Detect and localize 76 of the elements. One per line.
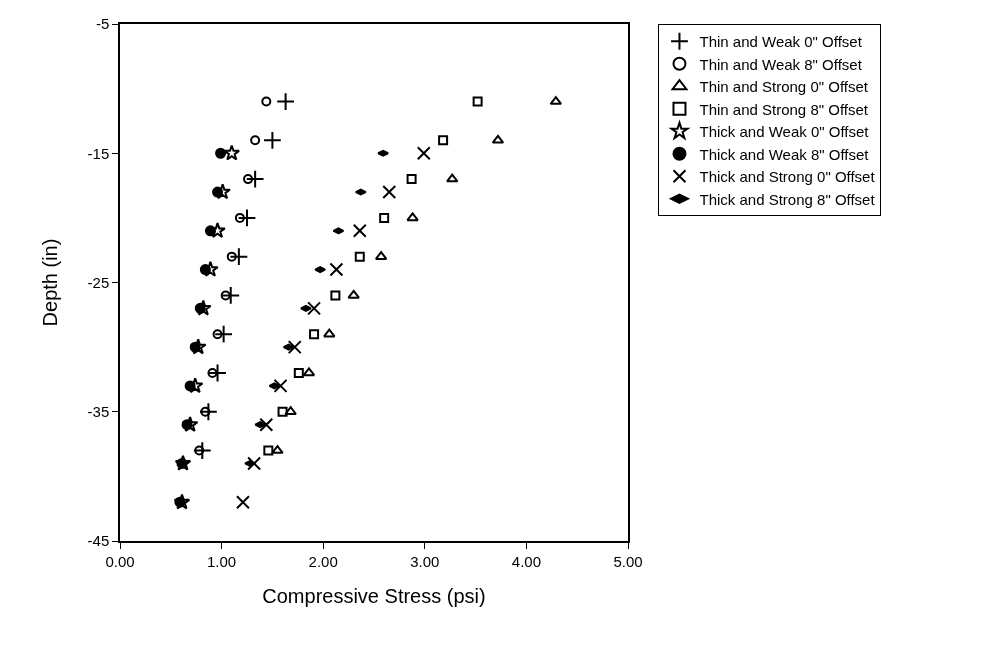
point [176, 457, 188, 469]
point [235, 495, 250, 510]
point [263, 445, 274, 456]
point [215, 147, 227, 159]
y-tick-label: -25 [87, 273, 110, 291]
legend-label: Thick and Weak 0" Offset [699, 123, 870, 141]
point [234, 212, 245, 223]
point [229, 247, 249, 267]
point [259, 417, 274, 432]
point [223, 144, 241, 161]
y-tick-label: -15 [87, 144, 110, 162]
point [226, 251, 237, 262]
point [208, 363, 227, 383]
point [174, 496, 186, 508]
legend-label: Thin and Strong 0" Offset [699, 78, 869, 96]
point [323, 328, 336, 338]
point [276, 92, 296, 111]
point [261, 96, 272, 107]
legend-label: Thin and Strong 8" Offset [699, 100, 869, 118]
point [416, 146, 431, 161]
point [330, 290, 341, 301]
point [354, 251, 365, 262]
point [379, 212, 390, 223]
x-tick-label: 0.00 [105, 552, 135, 570]
y-axis-title: Depth (in) [38, 238, 61, 327]
point [438, 135, 449, 146]
point [189, 341, 201, 353]
point [472, 96, 483, 107]
point [250, 135, 261, 146]
point [207, 367, 218, 378]
legend-label: Thin and Weak 8" Offset [699, 55, 863, 73]
y-tick-label: -45 [87, 532, 110, 550]
y-tick-label: -35 [87, 403, 110, 420]
point [194, 445, 205, 456]
point [214, 324, 234, 344]
legend-label: Thick and Strong 8" Offset [699, 190, 876, 208]
point [329, 262, 344, 277]
point [406, 212, 419, 222]
point [446, 173, 459, 183]
x-tick-label: 3.00 [410, 552, 440, 570]
x-tick-label: 4.00 [511, 552, 541, 570]
point [221, 286, 241, 305]
point [245, 169, 265, 189]
y-tick-label: -5 [95, 15, 110, 33]
point [263, 130, 282, 150]
point [273, 378, 288, 393]
point [491, 134, 505, 144]
point [307, 301, 322, 316]
point [212, 329, 223, 340]
legend-label: Thin and Weak 0" Offset [699, 33, 863, 51]
point [173, 493, 191, 510]
point [352, 223, 367, 238]
point [200, 406, 211, 417]
legend-label: Thick and Weak 8" Offset [699, 145, 870, 163]
point [347, 289, 360, 299]
point [181, 419, 193, 431]
point [237, 208, 257, 228]
point [287, 340, 302, 355]
point [277, 406, 288, 417]
point [406, 174, 417, 185]
x-tick-label: 5.00 [613, 552, 643, 570]
x-axis-title: Compressive Stress (psi) [262, 584, 486, 607]
point [309, 329, 320, 340]
point [184, 380, 196, 392]
point [243, 174, 254, 185]
legend-label: Thick and Strong 0" Offset [699, 168, 876, 186]
point [220, 290, 231, 301]
point [247, 456, 262, 471]
point [302, 367, 316, 377]
point [293, 367, 304, 378]
point [212, 186, 224, 198]
x-tick-label: 1.00 [207, 552, 237, 570]
point [204, 225, 216, 237]
x-tick-label: 2.00 [308, 552, 338, 570]
point [199, 264, 211, 276]
point [382, 185, 397, 200]
